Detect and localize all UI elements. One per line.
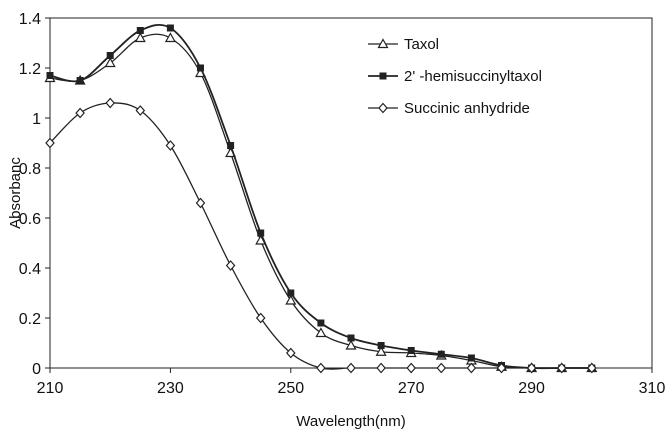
y-tick-label: 1.2 [19,61,41,78]
square-marker [46,72,54,79]
series-layer [44,23,598,374]
legend-label: Succinic anhydride [404,100,530,117]
diamond-marker [75,107,85,119]
diamond-marker [378,102,388,114]
x-tick-label: 250 [277,380,304,397]
x-tick-label: 230 [157,380,184,397]
x-tick-label: 210 [37,380,64,397]
triangle-marker [377,38,389,49]
square-marker [437,350,445,358]
diamond-marker [526,362,537,374]
square-marker [257,229,265,237]
triangle-marker [345,339,357,350]
y-tick-label: 0 [32,361,41,378]
x-tick-label: 310 [639,380,666,397]
triangle-marker [285,294,297,305]
legend-item: Taxol [368,36,439,53]
diamond-marker [406,362,417,374]
square-marker [287,289,295,297]
diamond-marker [556,362,567,374]
diamond-marker [165,140,176,151]
diamond-marker [436,362,447,374]
diamond-marker [225,260,236,271]
triangle-marker [104,57,116,68]
diamond-marker [376,362,386,374]
square-marker [407,347,415,354]
diamond-marker [586,362,597,374]
diamond-marker [45,137,55,149]
diamond-marker [285,347,296,359]
legend-item: Succinic anhydride [368,100,530,117]
square-marker [347,334,355,342]
triangle-marker [315,327,327,338]
y-tick-label: 0.6 [19,211,41,228]
diamond-marker [466,362,477,374]
y-tick-label: 0.2 [19,311,41,328]
diamond-marker [346,362,356,374]
y-tick-label: 1.4 [19,11,41,28]
y-tick-label: 1 [32,111,41,128]
triangle-marker [375,346,387,356]
square-marker [467,354,475,362]
legend-item: 2' -hemisuccinyltaxol [368,68,542,85]
x-axis-title: Wavelength(nm) [296,413,405,430]
square-marker [377,342,385,349]
y-tick-label: 0.4 [19,261,41,278]
square-marker [379,72,387,80]
diamond-marker [316,362,326,374]
diamond-marker [496,362,507,374]
x-tick-label: 290 [518,380,545,397]
triangle-marker [164,32,176,43]
legend: Taxol 2' -hemisuccinyltaxol Succinic anhyd… [368,36,542,117]
legend-label: 2' -hemisuccinyltaxol [404,68,542,85]
square-marker [166,24,174,32]
square-marker [136,27,144,34]
diamond-marker [255,312,266,324]
y-axis-title: Absorbanc [7,157,24,229]
square-marker [106,52,114,59]
x-tick-label: 270 [398,380,425,397]
square-marker [76,77,84,84]
square-marker [227,142,235,149]
series-diamond [45,97,597,374]
square-marker [317,319,325,327]
triangle-marker [134,32,146,43]
diamond-marker [135,105,146,116]
legend-label: Taxol [404,36,439,53]
y-tick-label: 0.8 [19,161,41,178]
axis-ticks: 210 230 250 270 290 310 0 0.2 0.4 0.6 0.8 1 1.2 1.4 [19,11,666,397]
diamond-marker [105,97,116,109]
diamond-marker [195,197,206,209]
square-marker [197,64,204,72]
